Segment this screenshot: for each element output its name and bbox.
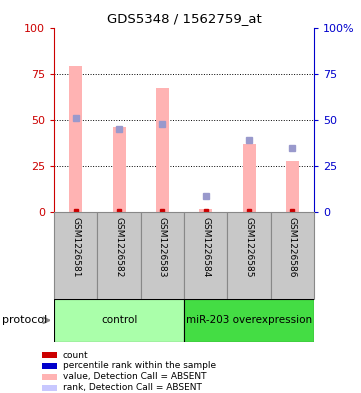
Bar xyxy=(184,212,227,299)
Text: control: control xyxy=(101,315,137,325)
Bar xyxy=(97,212,141,299)
Title: GDS5348 / 1562759_at: GDS5348 / 1562759_at xyxy=(107,12,261,25)
Bar xyxy=(42,363,57,369)
Bar xyxy=(156,88,169,212)
Bar xyxy=(113,127,126,212)
Text: miR-203 overexpression: miR-203 overexpression xyxy=(186,315,312,325)
Text: percentile rank within the sample: percentile rank within the sample xyxy=(63,362,216,371)
Bar xyxy=(199,209,212,212)
Text: GSM1226581: GSM1226581 xyxy=(71,217,80,277)
Text: value, Detection Call = ABSENT: value, Detection Call = ABSENT xyxy=(63,372,206,381)
Bar xyxy=(286,160,299,212)
Bar xyxy=(42,374,57,380)
Bar xyxy=(42,352,57,358)
Text: GSM1226582: GSM1226582 xyxy=(115,217,123,277)
Text: GSM1226586: GSM1226586 xyxy=(288,217,297,277)
Text: protocol: protocol xyxy=(2,315,47,325)
Bar xyxy=(227,212,271,299)
Bar xyxy=(54,299,184,342)
Text: count: count xyxy=(63,351,88,360)
Bar xyxy=(54,212,97,299)
Bar xyxy=(243,144,256,212)
Text: GSM1226584: GSM1226584 xyxy=(201,217,210,277)
Bar xyxy=(271,212,314,299)
Bar xyxy=(184,299,314,342)
Bar xyxy=(141,212,184,299)
Text: GSM1226585: GSM1226585 xyxy=(245,217,253,277)
Text: GSM1226583: GSM1226583 xyxy=(158,217,167,277)
Bar xyxy=(42,385,57,391)
Bar xyxy=(69,66,82,212)
Text: rank, Detection Call = ABSENT: rank, Detection Call = ABSENT xyxy=(63,383,201,392)
